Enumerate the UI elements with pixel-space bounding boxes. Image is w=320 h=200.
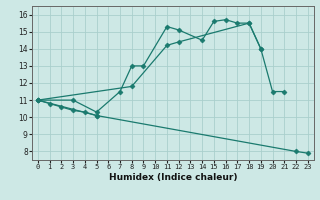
X-axis label: Humidex (Indice chaleur): Humidex (Indice chaleur) <box>108 173 237 182</box>
